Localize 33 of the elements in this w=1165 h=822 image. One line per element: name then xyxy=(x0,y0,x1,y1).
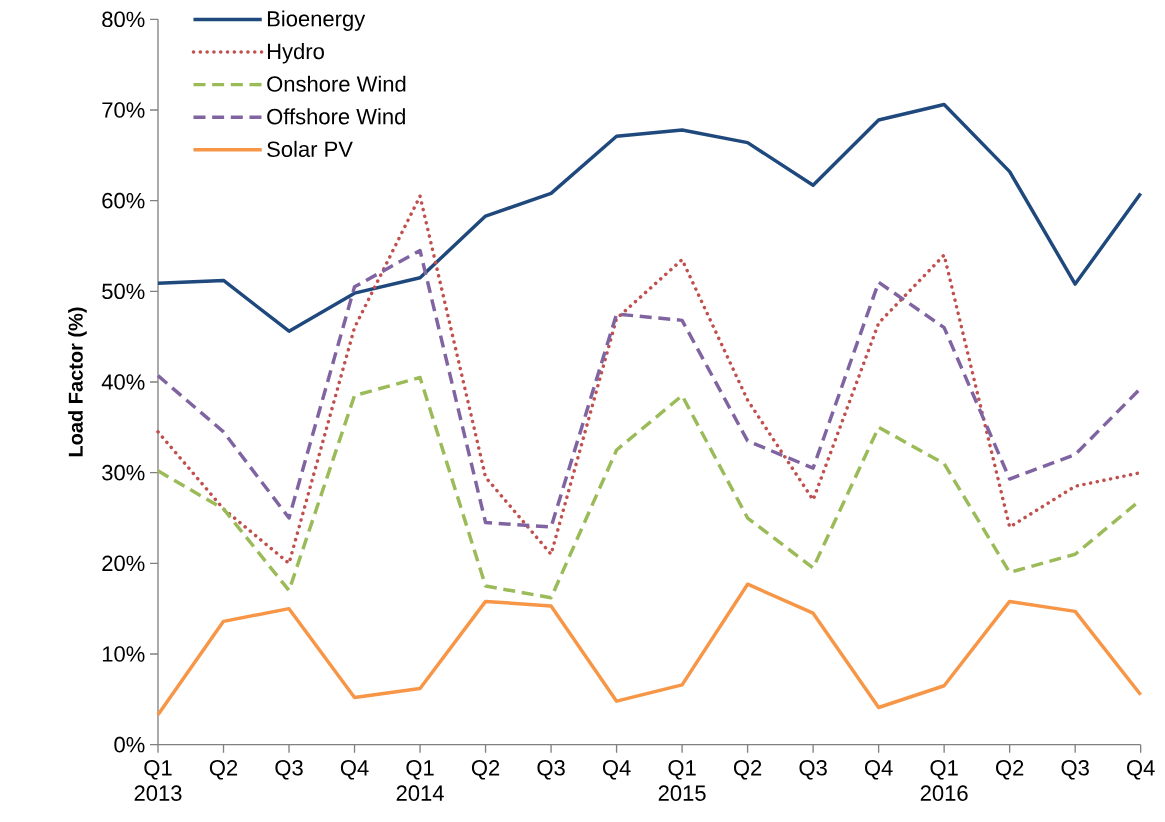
line-series xyxy=(156,102,1143,333)
x-tick-label: Q1 2013 xyxy=(134,760,182,801)
legend-label: Offshore Wind xyxy=(267,108,405,125)
y-tick-label: 60% xyxy=(102,192,145,209)
x-tick-label: Q4 xyxy=(865,760,893,780)
y-axis-title: Load Factor (%) xyxy=(68,307,87,457)
y-tick-label: 70% xyxy=(102,102,145,118)
y-tick-label: 10% xyxy=(102,646,145,662)
y-tick-label: 80% xyxy=(102,11,145,28)
legend-label: Hydro xyxy=(267,43,324,64)
y-tick-label: 20% xyxy=(102,555,145,572)
y-tick-label: 50% xyxy=(102,283,145,300)
x-tick-label: Q2 xyxy=(471,760,500,780)
y-tick-label: 0% xyxy=(114,736,145,753)
y-tick-label: 40% xyxy=(101,374,145,390)
x-tick-label: Q2 xyxy=(209,760,238,780)
x-tick-label: Q3 xyxy=(1061,760,1089,780)
y-tick-label: 30% xyxy=(102,464,145,481)
x-tick-label: Q4 xyxy=(340,760,369,780)
legend-label: Solar PV xyxy=(267,140,353,158)
legend-label: Bioenergy xyxy=(267,10,366,31)
x-tick-label: Q3 xyxy=(799,760,827,780)
legend-label: Onshore Wind xyxy=(267,75,406,92)
x-tick-label: Q2 xyxy=(996,760,1024,780)
x-tick-label: Q4 xyxy=(602,760,631,780)
x-tick-label: Q1 2016 xyxy=(920,760,968,801)
x-tick-label: Q3 xyxy=(275,760,303,780)
x-tick-label: Q2 xyxy=(733,760,762,780)
x-tick-label: Q4 xyxy=(1127,760,1155,780)
x-tick-label: Q1 2015 xyxy=(658,760,706,801)
x-tick-label: Q3 xyxy=(537,760,565,780)
x-tick-label: Q1 2014 xyxy=(396,760,444,801)
line-series xyxy=(156,582,1143,717)
